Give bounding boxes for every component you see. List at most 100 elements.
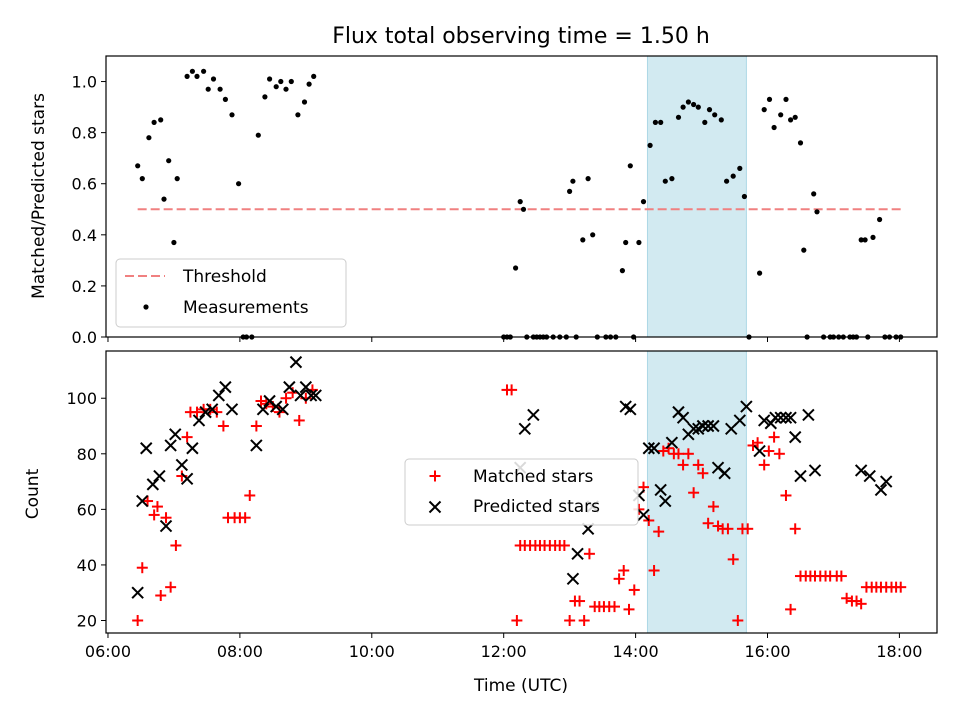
predicted-star-point bbox=[784, 411, 797, 424]
top-y-tick-label: 0.8 bbox=[72, 124, 97, 143]
predicted-star-point bbox=[153, 469, 166, 483]
x-tick-label: 14:00 bbox=[613, 642, 659, 661]
measurement-point bbox=[811, 191, 817, 197]
predicted-star-point bbox=[518, 422, 532, 436]
measurement-point bbox=[877, 216, 883, 223]
measurement-point bbox=[184, 73, 190, 79]
predicted-star-point bbox=[269, 400, 283, 413]
legend-matched-label: Matched stars bbox=[473, 467, 593, 487]
top-y-tick-label: 0.2 bbox=[72, 277, 97, 296]
predicted-star-point bbox=[740, 400, 753, 413]
bottom-y-tick-label: 40 bbox=[77, 556, 97, 575]
top-highlight-band bbox=[646, 55, 747, 338]
measurement-point bbox=[174, 176, 180, 182]
predicted-star-point bbox=[299, 380, 313, 394]
matched-star-point bbox=[244, 489, 256, 501]
predicted-star-point bbox=[802, 408, 815, 422]
matched-star-point bbox=[170, 539, 182, 551]
matched-star-point bbox=[682, 448, 694, 460]
measurement-point bbox=[680, 104, 686, 110]
matched-star-point bbox=[181, 431, 193, 443]
matched-star-point bbox=[148, 509, 160, 521]
predicted-star-point bbox=[779, 411, 793, 424]
predicted-star-point bbox=[733, 414, 747, 427]
matched-star-point bbox=[648, 564, 660, 576]
predicted-star-point bbox=[637, 508, 650, 522]
matched-star-point bbox=[707, 501, 719, 513]
measurement-point bbox=[306, 81, 312, 87]
bottom-y-tick-label: 20 bbox=[77, 611, 97, 630]
predicted-star-point bbox=[136, 494, 149, 508]
measurement-point bbox=[166, 158, 172, 164]
predicted-star-point bbox=[175, 458, 189, 472]
predicted-star-point bbox=[642, 442, 655, 455]
predicted-star-point bbox=[647, 442, 661, 455]
top-y-ticks: 0.0 0.2 0.4 0.6 0.8 1.0 bbox=[72, 73, 106, 347]
bottom-axes-frame bbox=[105, 350, 938, 634]
bottom-panel: 20 40 60 80 100 06:00 08:00 10:00 12:00 14:00 16:… bbox=[23, 350, 938, 696]
measurement-point bbox=[675, 114, 682, 120]
top-panel: 0.0 0.2 0.4 0.6 0.8 1.0 Matched/Predicted sta… bbox=[29, 55, 938, 347]
measurement-point bbox=[766, 96, 773, 102]
predicted-star-point bbox=[225, 403, 239, 416]
measurement-point bbox=[685, 99, 692, 105]
measurement-point bbox=[718, 117, 724, 123]
predicted-star-point bbox=[186, 442, 199, 455]
matched-star-point bbox=[789, 523, 801, 535]
predicted-star-point bbox=[874, 483, 888, 497]
measurement-point bbox=[189, 68, 195, 74]
measurement-point bbox=[761, 107, 767, 113]
matched-star-point bbox=[785, 603, 797, 615]
predicted-star-point bbox=[863, 469, 876, 483]
matched-star-point bbox=[692, 459, 704, 471]
top-axes-frame bbox=[105, 55, 938, 338]
measurement-point bbox=[724, 178, 730, 184]
x-tick-label: 10:00 bbox=[349, 642, 395, 661]
bottom-x-ticks: 06:00 08:00 10:00 12:00 14:00 16:00 18:00 bbox=[85, 633, 922, 661]
matched-star-point bbox=[677, 459, 689, 471]
measurement-point bbox=[585, 176, 591, 182]
predicted-star-point bbox=[212, 389, 225, 402]
matched-star-point bbox=[583, 548, 595, 560]
measurement-point bbox=[590, 232, 596, 238]
measurement-point bbox=[135, 163, 141, 169]
legend-measurement-label: Measurements bbox=[183, 298, 309, 318]
matched-star-point bbox=[250, 420, 262, 432]
measurement-point bbox=[712, 112, 718, 118]
measurement-point bbox=[567, 188, 573, 194]
predicted-star-point bbox=[571, 547, 584, 561]
measurement-point bbox=[636, 239, 642, 246]
matched-star-point bbox=[151, 501, 163, 513]
predicted-star-point bbox=[676, 411, 690, 424]
measurement-point bbox=[229, 112, 235, 118]
predicted-star-point bbox=[753, 444, 766, 458]
measurement-point bbox=[778, 112, 784, 118]
predicted-star-point bbox=[283, 380, 296, 394]
matched-star-point bbox=[688, 487, 700, 499]
measurement-point bbox=[267, 76, 273, 82]
matched-star-point bbox=[672, 448, 684, 460]
x-tick-label: 18:00 bbox=[876, 642, 922, 661]
predicted-star-point bbox=[624, 403, 637, 416]
predicted-star-point bbox=[654, 483, 667, 497]
measurement-point bbox=[706, 107, 713, 113]
legend-predicted-label: Predicted stars bbox=[473, 497, 600, 517]
predicted-star-point bbox=[527, 408, 540, 422]
predicted-star-point bbox=[665, 436, 679, 449]
matched-star-point bbox=[564, 614, 576, 626]
legend-measurement-swatch bbox=[143, 304, 149, 310]
predicted-star-point bbox=[199, 405, 212, 419]
predicted-star-point bbox=[687, 422, 700, 436]
measurement-point bbox=[158, 117, 164, 123]
predicted-star-point bbox=[774, 411, 787, 424]
measurement-point bbox=[801, 247, 807, 253]
predicted-star-point bbox=[256, 403, 270, 416]
legend-threshold-label: Threshold bbox=[182, 267, 267, 287]
matched-star-point bbox=[758, 459, 770, 471]
predicted-star-point bbox=[304, 389, 318, 402]
measurement-point bbox=[288, 78, 294, 85]
legend-predicted-swatch bbox=[428, 500, 442, 514]
measurement-point bbox=[757, 270, 763, 276]
measurement-point bbox=[792, 114, 798, 120]
